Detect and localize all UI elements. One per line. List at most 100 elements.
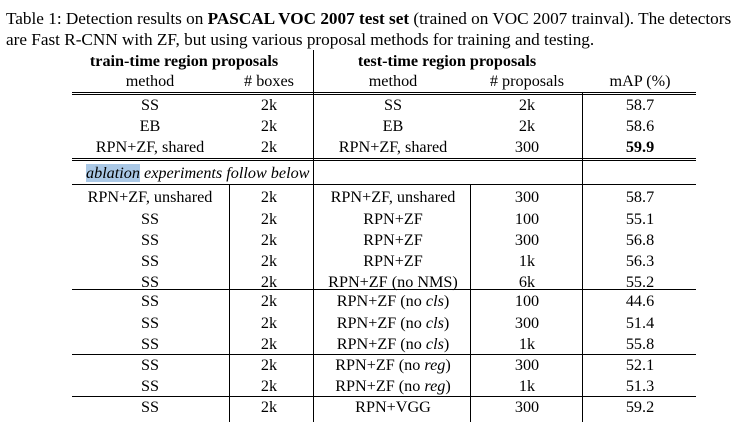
cell-proposals: 300 [514,356,540,374]
method-text: ) [445,377,451,395]
cell-proposals: 6k [518,273,536,291]
col-header-test-method: method [368,72,418,90]
cell-boxes: 2k [260,231,278,249]
cell-test-method: EB [382,117,404,135]
cell-test-method: RPN+ZF, unshared [330,188,456,206]
method-italic-term: cls [425,292,444,310]
method-text: ) [443,335,450,353]
cell-boxes: 2k [260,188,278,206]
col-header-train-method: method [125,72,175,90]
rule-top-2 [72,94,696,95]
cell-train-method: SS [140,96,160,114]
cell-test-method: RPN+ZF (no cls) [337,291,450,311]
cell-map: 58.7 [625,188,655,206]
cell-train-method: SS [140,398,160,416]
cell-train-method: RPN+ZF, shared [95,138,205,156]
rule-ablation-2 [72,160,696,161]
cell-boxes: 2k [260,314,278,332]
cell-test-method: RPN+ZF (no reg) [335,355,451,375]
method-italic-term: cls [425,314,444,332]
cell-proposals: 2k [518,96,536,114]
method-text: RPN+ZF (no [335,356,425,374]
cell-train-method: SS [140,231,160,249]
cell-test-method: RPN+ZF [363,252,423,270]
cell-boxes: 2k [260,138,278,156]
cell-map: 55.1 [625,210,655,228]
caption-prefix: Table 1: Detection results on [6,9,208,28]
cell-proposals: 2k [518,117,536,135]
cell-map: 59.9 [625,138,655,156]
col-header-boxes: # boxes [244,72,294,90]
cell-map: 51.3 [625,377,655,395]
cell-test-method: RPN+ZF (no NMS) [328,273,458,291]
cell-map: 52.1 [625,356,655,374]
cell-map: 56.8 [625,231,655,249]
col-header-proposals: # proposals [489,72,565,90]
cell-boxes: 2k [260,356,278,374]
cell-train-method: SS [140,210,160,228]
cell-proposals: 300 [514,231,540,249]
method-italic-term: reg [424,356,446,374]
cell-proposals: 300 [514,138,540,156]
header-divider [313,50,314,92]
cell-boxes: 2k [260,398,278,416]
cell-proposals: 1k [518,335,536,353]
cell-train-method: SS [140,314,160,332]
cell-map: 58.6 [625,117,655,135]
divider-map [582,93,583,422]
group-header-test: test-time region proposals [357,52,537,70]
cell-train-method: SS [140,377,160,395]
cell-boxes: 2k [260,273,278,291]
rule-group-3 [72,396,696,397]
cell-train-method: SS [140,252,160,270]
cell-train-method: SS [140,292,160,310]
cell-map: 55.2 [625,273,655,291]
cell-boxes: 2k [260,96,278,114]
caption-bold: PASCAL VOC 2007 test set [207,9,410,28]
cell-test-method: RPN+ZF [363,231,423,249]
cell-proposals: 100 [514,210,540,228]
col-header-map: mAP (%) [609,72,671,90]
divider-test [470,185,471,422]
cell-test-method: RPN+ZF (no cls) [337,334,450,354]
cell-boxes: 2k [260,252,278,270]
cell-map: 44.6 [625,292,655,310]
cell-proposals: 300 [514,398,540,416]
cell-boxes: 2k [260,377,278,395]
cell-proposals: 1k [518,252,536,270]
cell-map: 58.7 [625,96,655,114]
method-italic-term: reg [424,377,446,395]
cell-train-method: EB [139,117,161,135]
cell-test-method: RPN+ZF (no reg) [335,376,451,396]
method-text: ) [443,292,450,310]
cell-train-method: RPN+ZF, unshared [87,188,213,206]
cell-boxes: 2k [260,292,278,310]
caption-suffix: (trained on VOC 2007 trainval). The dete… [6,9,732,49]
method-text: RPN+ZF (no [336,335,426,353]
rule-group-1 [72,289,696,290]
divider-train-test [313,93,314,422]
ablation-note-text: experiments follow below [139,164,310,182]
cell-proposals: 1k [518,377,536,395]
method-text: ) [445,356,451,374]
rule-top-1 [72,92,696,93]
cell-test-method: SS [383,96,403,114]
rule-ablation-bottom [72,184,696,185]
group-header-train: train-time region proposals [89,52,279,70]
cell-test-method: RPN+VGG [355,398,431,416]
cell-proposals: 100 [514,292,540,310]
cell-map: 55.8 [625,335,655,353]
cell-train-method: SS [140,356,160,374]
rule-ablation-1 [72,158,696,159]
cell-map: 59.2 [625,398,655,416]
cell-test-method: RPN+ZF (no cls) [337,313,450,333]
cell-test-method: RPN+ZF, shared [338,138,448,156]
rule-group-2 [72,354,696,355]
cell-map: 56.3 [625,252,655,270]
cell-proposals: 300 [514,188,540,206]
ablation-highlight: ablation [86,164,140,182]
cell-boxes: 2k [260,210,278,228]
cell-boxes: 2k [260,335,278,353]
cell-boxes: 2k [260,117,278,135]
